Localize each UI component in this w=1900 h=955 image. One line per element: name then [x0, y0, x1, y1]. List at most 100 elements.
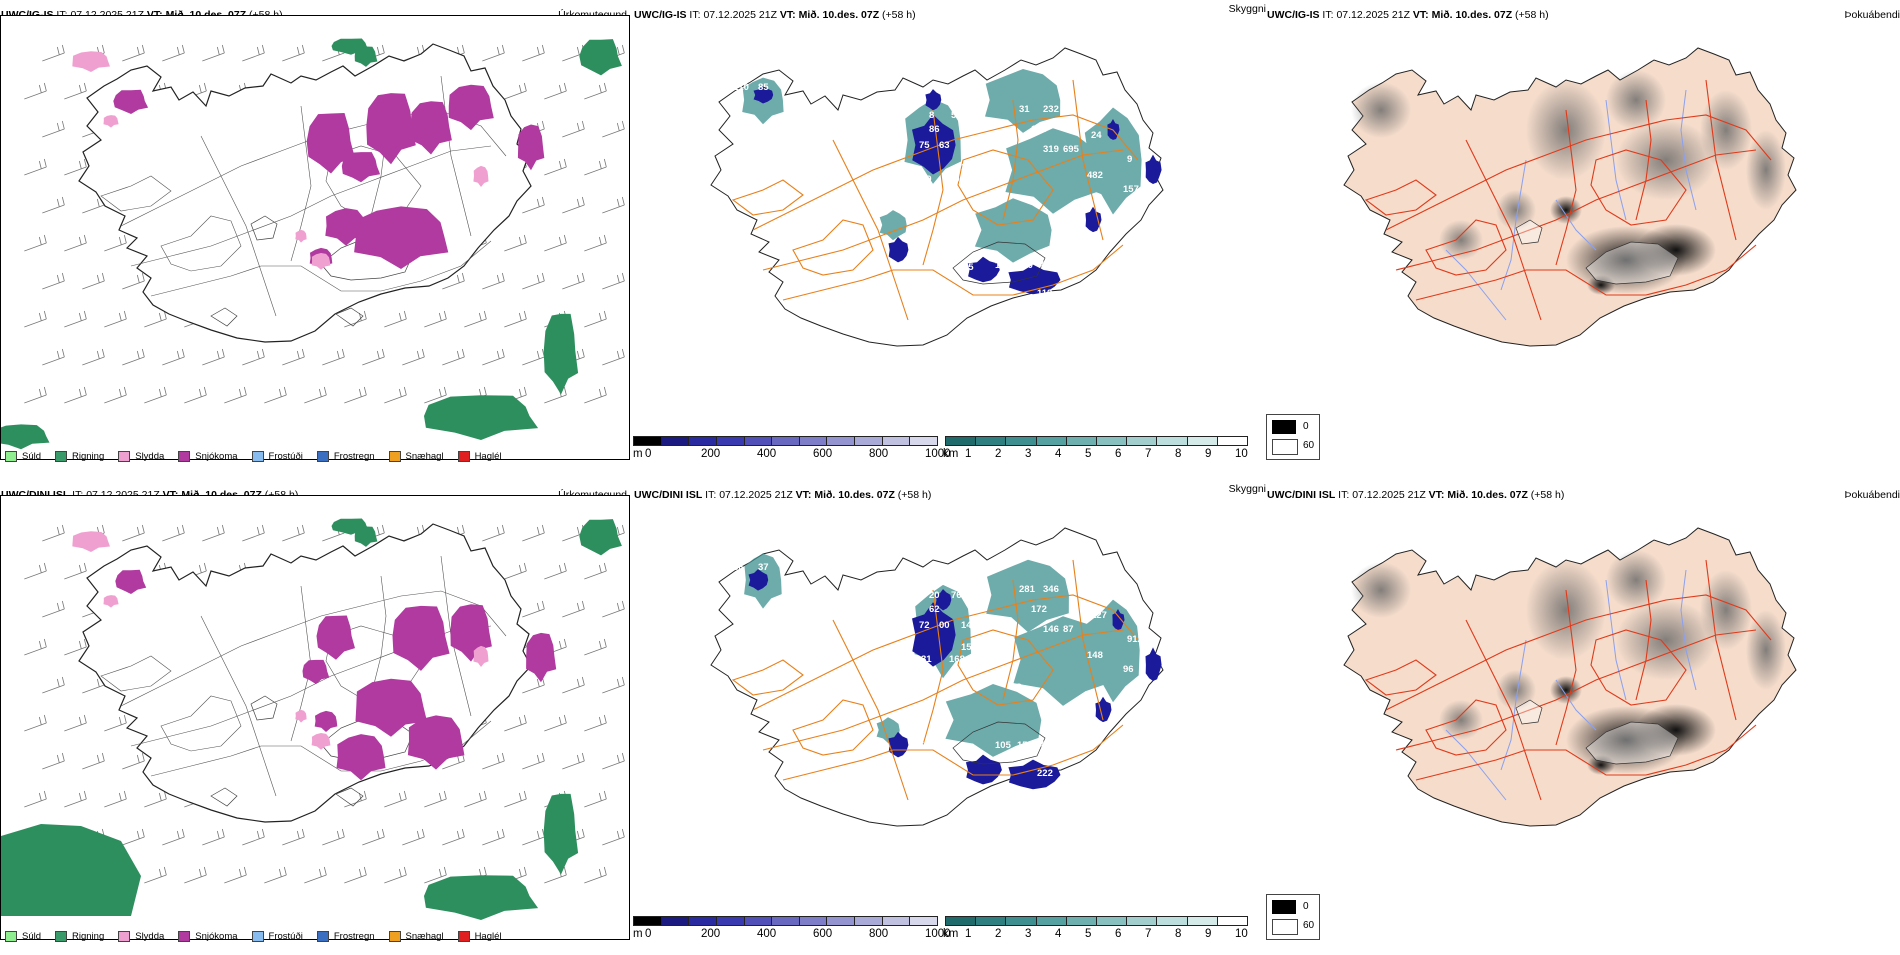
precip-map[interactable] [1, 16, 629, 459]
wind-barb [504, 90, 527, 100]
wind-barb-flag [83, 310, 87, 320]
visibility-map[interactable]: 86 37 20 76 62 72 00 148 155 31 168 281 346 172 146 87 1… [633, 500, 1263, 920]
glacier-outline [250, 215, 278, 241]
fog-zone [1746, 130, 1786, 210]
wind-barb [464, 318, 487, 328]
wind-barb-flag [483, 866, 487, 876]
wind-barb [104, 394, 127, 404]
precip-map[interactable] [1, 496, 629, 939]
visibility-area [879, 210, 907, 241]
wind-barb-flag [38, 564, 42, 574]
wind-barb-flag [403, 866, 407, 876]
river-line [1500, 639, 1527, 771]
lead-time: (+58 h) [1530, 489, 1565, 501]
lead-time: (+58 h) [897, 489, 932, 501]
fog-map[interactable] [1266, 20, 1896, 440]
visibility-area [1084, 107, 1142, 215]
wind-barb [104, 798, 127, 808]
wind-barb-flag [56, 754, 60, 764]
legend-swatch [388, 451, 401, 462]
colorbar-cell [716, 437, 745, 445]
fog-zone [1616, 120, 1716, 200]
rain-area [543, 313, 579, 395]
rain-area [1, 824, 141, 916]
fog-legend-high [1272, 900, 1296, 914]
wind-barb-flag [558, 84, 562, 94]
wind-barb-flag [523, 714, 527, 724]
wind-barb-flag [176, 830, 180, 840]
wind-barb-flag [381, 524, 385, 534]
wind-barb [64, 394, 87, 404]
wind-barb-flag [576, 46, 580, 56]
mountain-area [935, 589, 952, 611]
wind-barb [42, 52, 65, 62]
wind-barb [64, 242, 87, 252]
road-line [1364, 659, 1437, 696]
wind-barb-flag [558, 160, 562, 170]
road-network [1364, 559, 1772, 801]
wind-barb-flag [78, 160, 82, 170]
wind-barb-flag [181, 44, 185, 54]
colorbar-unit: km [943, 928, 959, 940]
wind-barb [162, 356, 185, 366]
wind-barb-flag [501, 348, 505, 358]
road-line [120, 590, 507, 707]
wind-barb-flag [141, 524, 145, 534]
wind-barb-flag [461, 828, 465, 838]
wind-barb-flag [523, 386, 527, 396]
wind-barb-flag [61, 44, 65, 54]
visibility-area [1013, 616, 1112, 706]
colorbar-tick: 2 [995, 448, 1002, 460]
peak-height-label: 105 [995, 740, 1012, 751]
wind-barb-flag [616, 274, 620, 284]
fog-zone [1746, 610, 1786, 690]
wind-barb-flag [598, 84, 602, 94]
wind-barb [64, 570, 87, 580]
wind-barb-flag [581, 828, 585, 838]
wind-barb [42, 204, 65, 214]
wind-barb-flag [438, 868, 442, 878]
wind-barb-flag [176, 350, 180, 360]
visibility-map[interactable]: 210 85 8 57 86 75 63 36 11 69 206 31 232 148 319 695 24 4… [633, 20, 1263, 440]
wind-barb-flag [38, 160, 42, 170]
legend-label: Rigning [72, 451, 105, 462]
wind-barb-flag [558, 564, 562, 574]
wind-barb-flag [581, 196, 585, 206]
wind-barb-flag [43, 790, 47, 800]
colorbar-cell [827, 917, 856, 925]
river-line [1555, 199, 1597, 251]
wind-barb-flag [621, 752, 625, 762]
wind-barb [24, 570, 47, 580]
wind-barb-flag [541, 600, 545, 610]
wind-barb-flag [83, 82, 87, 92]
mountain-height-areas [753, 86, 1162, 295]
road-line [1555, 109, 1577, 266]
wind-barb-flag [376, 830, 380, 840]
peak-height-label: 8 [929, 110, 934, 121]
wind-barb [602, 836, 625, 846]
peak-height-label: 912 [1127, 634, 1143, 645]
peak-height-label: 86 [733, 562, 744, 573]
wind-barb-flag [43, 386, 47, 396]
wind-barb-flag [421, 348, 425, 358]
legend-item-haglél: Haglél [457, 931, 502, 942]
colorbar-tick: 2 [995, 928, 1002, 940]
wind-barb-flag [518, 84, 522, 94]
legend-label: Snæhagl [405, 451, 444, 462]
road-network [731, 79, 1139, 321]
wind-barb-flag [381, 828, 385, 838]
wind-barb-flag [563, 638, 567, 648]
wind-barb [562, 204, 585, 214]
wind-barb-flag [358, 792, 362, 802]
wind-barb-flag [56, 602, 60, 612]
colorbar-tick: 3 [1025, 448, 1032, 460]
rain-areas [1, 38, 622, 450]
fog-map[interactable] [1266, 500, 1896, 920]
road-line [1465, 619, 1542, 801]
wind-barb-flag [198, 564, 202, 574]
colorbar-tick: 600 [813, 928, 833, 940]
peak-height-label: 63 [919, 740, 930, 751]
snow-area [526, 632, 557, 683]
wind-barb-flag [403, 386, 407, 396]
wind-barb-flag [341, 348, 345, 358]
